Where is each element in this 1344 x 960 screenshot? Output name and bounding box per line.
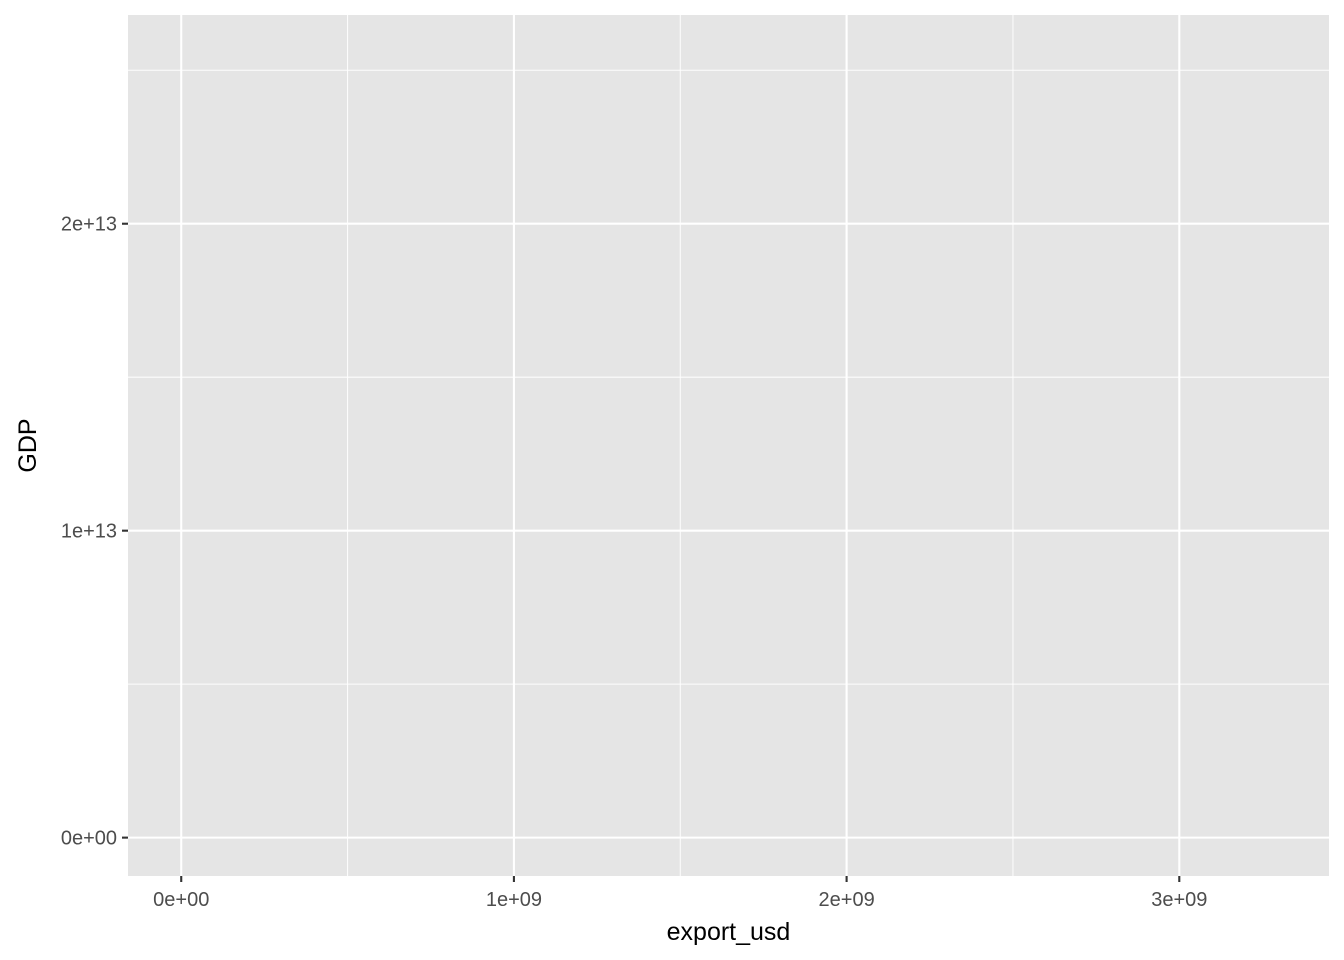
y-tick-label: 1e+13 — [61, 521, 117, 543]
y-axis: 0e+00 1e+13 2e+13 — [61, 214, 128, 850]
y-tick-label: 2e+13 — [61, 214, 117, 236]
x-tick-label: 1e+09 — [486, 889, 542, 911]
x-axis-title: export_usd — [667, 918, 791, 946]
y-tick-label: 0e+00 — [61, 828, 117, 850]
major-gridlines — [128, 15, 1329, 876]
x-tick-label: 3e+09 — [1151, 889, 1207, 911]
x-tick-label: 0e+00 — [153, 889, 209, 911]
y-axis-title: GDP — [14, 418, 42, 472]
minor-gridlines — [128, 15, 1329, 876]
plot-panel — [128, 15, 1329, 876]
x-axis: 0e+00 1e+09 2e+09 3e+09 — [153, 876, 1207, 911]
x-tick-label: 2e+09 — [819, 889, 875, 911]
